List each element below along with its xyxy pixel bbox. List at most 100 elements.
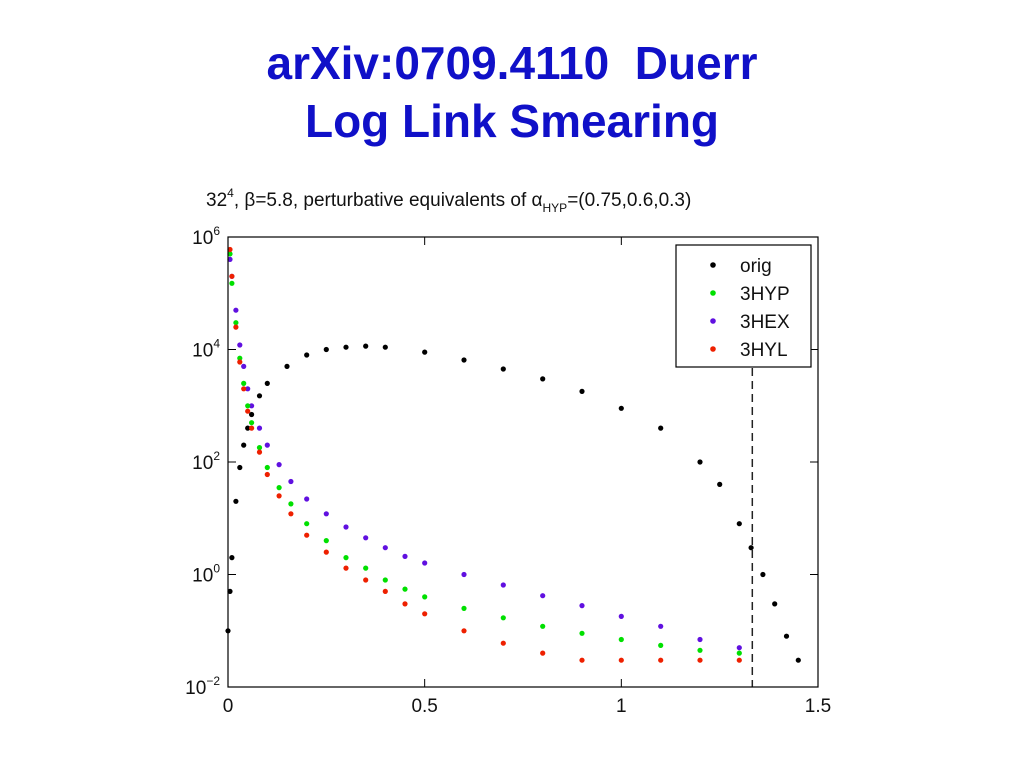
data-point xyxy=(500,582,506,588)
data-point xyxy=(422,611,428,617)
data-point xyxy=(256,393,263,399)
data-point xyxy=(748,545,754,551)
x-tick-label: 0.5 xyxy=(411,696,437,717)
data-point xyxy=(343,555,349,561)
ticks-layer: 0 0.5 1 1.5 106 104 102 100 10−2 xyxy=(185,224,831,717)
legend-marker xyxy=(710,346,716,352)
data-point xyxy=(658,425,664,431)
data-point xyxy=(461,357,467,363)
data-point xyxy=(697,459,703,465)
data-point xyxy=(237,464,243,471)
x-tick-label: 0 xyxy=(223,696,234,717)
data-point xyxy=(717,481,723,487)
data-point xyxy=(241,380,247,386)
subtitle-part-c: =(0.75,0.6,0.3) xyxy=(567,190,691,211)
data-point xyxy=(304,352,310,358)
data-point xyxy=(304,496,310,502)
y-tick-label: 104 xyxy=(192,337,220,362)
data-point xyxy=(422,349,428,355)
data-point xyxy=(245,425,251,431)
legend-label: orig xyxy=(740,256,772,277)
data-point xyxy=(233,498,239,504)
data-point xyxy=(304,521,310,527)
data-point xyxy=(233,307,239,313)
data-point xyxy=(461,628,467,634)
data-point xyxy=(500,615,506,621)
data-point xyxy=(241,363,247,369)
data-point xyxy=(276,493,282,499)
data-point xyxy=(233,320,239,326)
data-point xyxy=(760,571,766,578)
legend-label: 3HYP xyxy=(740,284,790,305)
data-point xyxy=(500,366,506,372)
data-point xyxy=(245,386,251,392)
data-point xyxy=(227,588,233,595)
data-point xyxy=(284,363,290,369)
data-point xyxy=(323,346,329,353)
subtitle-part-b: , β=5.8, perturbative equivalents of α xyxy=(234,190,543,211)
data-point xyxy=(540,376,546,382)
data-point xyxy=(237,355,243,361)
data-point xyxy=(697,657,703,663)
data-point xyxy=(276,462,282,468)
data-point xyxy=(461,571,467,578)
legend-label: 3HYL xyxy=(740,340,788,361)
data-point xyxy=(264,380,270,386)
x-tick-label: 1.5 xyxy=(805,696,831,717)
slide-title-line-2: Log Link Smearing xyxy=(304,95,720,147)
data-point xyxy=(288,511,294,517)
data-point xyxy=(237,359,243,365)
legend-marker xyxy=(710,290,716,296)
series-3HYP xyxy=(227,251,742,656)
data-point xyxy=(288,478,294,485)
data-point xyxy=(579,388,585,394)
data-point xyxy=(736,645,742,651)
data-point xyxy=(540,623,546,629)
data-point xyxy=(256,449,263,455)
data-point xyxy=(249,411,255,418)
data-point xyxy=(658,623,664,629)
data-point xyxy=(422,594,428,600)
data-point xyxy=(264,464,270,471)
data-point xyxy=(227,251,233,257)
data-point xyxy=(422,560,428,566)
series-3HEX xyxy=(227,256,742,651)
data-point xyxy=(256,425,263,431)
legend: orig 3HYP 3HEX 3HYL xyxy=(675,244,812,368)
plot-subtitle: 324, β=5.8, perturbative equivalents of … xyxy=(206,186,691,215)
legend-label: 3HEX xyxy=(740,312,790,333)
data-point xyxy=(736,650,742,656)
data-point xyxy=(323,549,329,555)
data-point xyxy=(229,555,235,561)
data-point xyxy=(249,425,255,431)
data-point xyxy=(736,657,742,663)
data-point xyxy=(249,420,255,426)
y-tick-label: 100 xyxy=(192,562,220,587)
data-point xyxy=(382,588,388,595)
data-point xyxy=(795,657,801,663)
data-point xyxy=(540,650,546,656)
data-point xyxy=(540,593,546,599)
data-point xyxy=(323,511,329,517)
series-3HYL xyxy=(227,246,742,663)
data-point xyxy=(772,601,778,607)
data-point xyxy=(249,403,255,409)
y-tick-label: 102 xyxy=(192,449,220,474)
data-point xyxy=(382,344,388,350)
legend-box xyxy=(675,244,812,368)
data-point xyxy=(323,538,329,544)
data-point xyxy=(500,640,506,646)
data-point xyxy=(658,657,664,663)
subtitle-part-a: 32 xyxy=(206,190,227,211)
data-point xyxy=(227,246,233,253)
data-point xyxy=(402,586,408,592)
series-layer xyxy=(225,246,801,663)
data-point xyxy=(618,657,624,663)
data-point xyxy=(363,343,369,349)
slide-title: arXiv:0709.4110 Duerr Log Link Smearing xyxy=(0,34,1024,150)
data-point xyxy=(402,553,408,560)
data-point xyxy=(276,485,282,491)
data-point xyxy=(304,532,310,538)
data-point xyxy=(363,535,369,541)
